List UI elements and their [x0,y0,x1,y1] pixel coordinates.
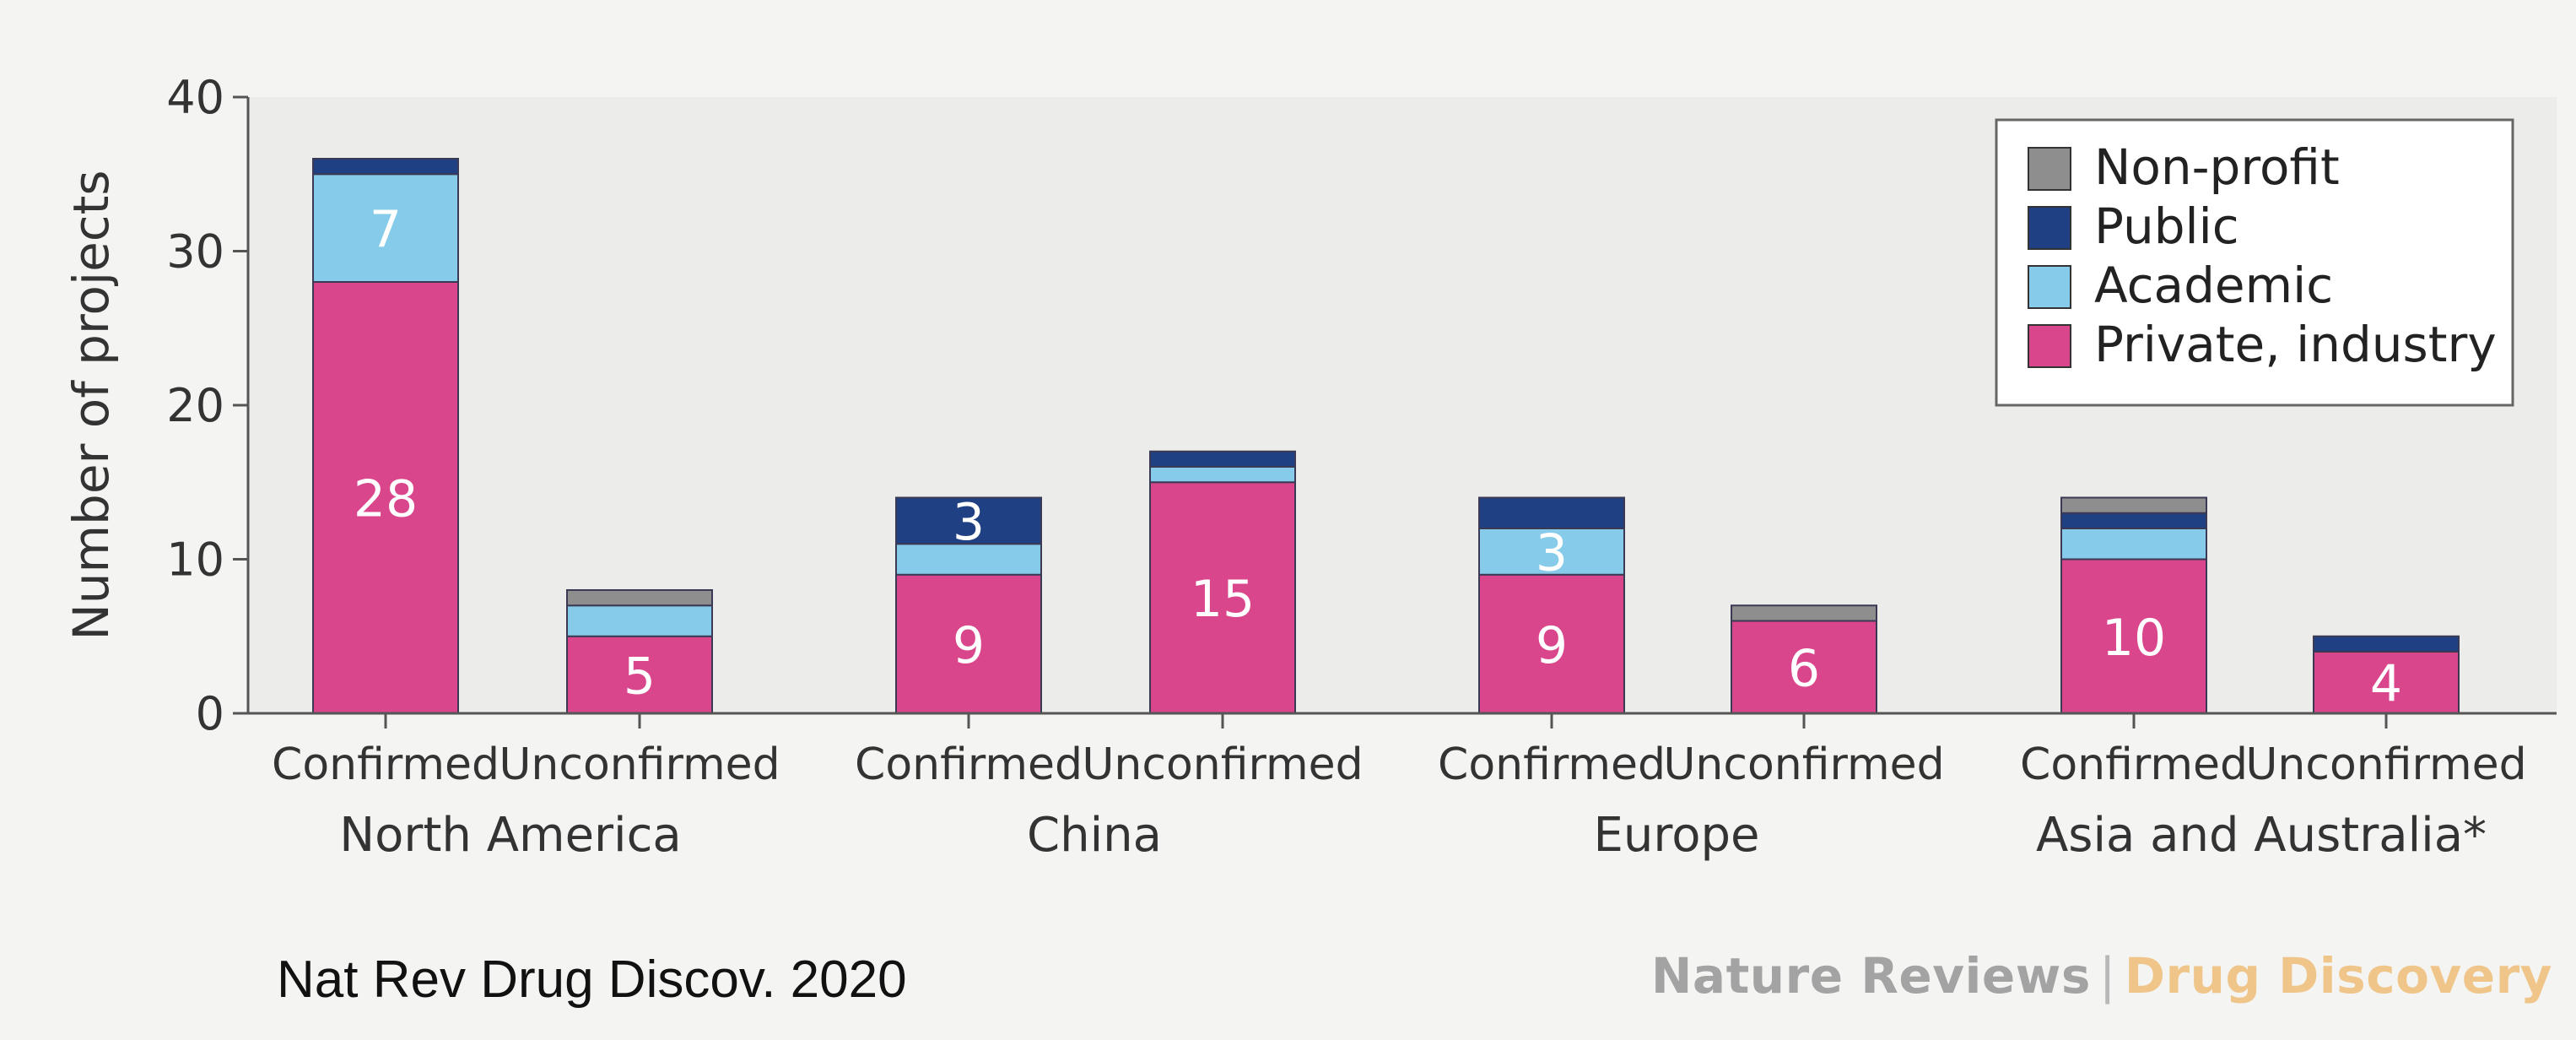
bar-value-label: 3 [1536,523,1568,582]
bar-segment-public [2313,635,2460,653]
legend-label: Private, industry [2094,316,2497,373]
legend-swatch-academic [2028,265,2071,309]
legend-label: Non-profit [2094,138,2340,196]
x-tick-label: Unconfirmed [1082,739,1363,790]
group-label: Asia and Australia* [2036,808,2487,863]
legend-swatch-private-industry [2028,324,2071,368]
bar-segment-private-industry [2313,651,2460,714]
bar-stack: 6 [1731,604,1877,714]
bar-value-label: 10 [2102,609,2166,668]
bar-segment-academic [1149,466,1296,484]
bar-value-label: 6 [1788,639,1820,698]
bar-segment-non-profit [566,589,713,607]
bar-segment-academic [566,604,713,637]
x-tick-label: Confirmed [855,739,1083,790]
bar-value-label: 9 [1536,616,1568,675]
y-tick-label: 0 [196,687,224,740]
brand-part-2: Drug Discovery [2124,947,2552,1005]
x-tick-label: Unconfirmed [499,739,780,790]
brand-part-1: Nature Reviews [1650,947,2091,1005]
y-tick-label: 20 [166,379,224,432]
bar-segment-public [1478,496,1625,529]
bar-segment-non-profit [2060,496,2207,514]
group-label: North America [339,808,681,863]
bar-segment-non-profit [1731,604,1877,622]
bar-stack: 28 7 [312,158,459,714]
bar-segment-private-industry [2060,558,2207,714]
bar-segment-private-industry [1731,620,1877,714]
group-label: Europe [1594,808,1760,863]
bar-segment-private-industry [1149,481,1296,714]
bar-segment-academic [312,173,459,283]
legend-label: Academic [2094,257,2333,314]
bar-value-label: 3 [953,493,985,552]
y-tick-label: 30 [166,225,224,279]
x-tick-label: Confirmed [2020,739,2248,790]
bar-stack: 5 [566,589,713,714]
bar-segment-academic [1478,528,1625,576]
bar-segment-private-industry [1478,573,1625,714]
x-tick-label: Unconfirmed [1663,739,1944,790]
brand-separator: | [2098,947,2116,1005]
bar-stack: 93 [1478,496,1625,714]
bar-segment-public [2060,512,2207,529]
legend-swatch-non-profit [2028,147,2071,191]
x-tick-label: Confirmed [272,739,500,790]
bar-segment-private-industry [895,573,1042,714]
bar-stack: 93 [895,493,1042,714]
bar-segment-public [1149,450,1296,468]
brand-credit: Nature Reviews | Drug Discovery [1651,947,2552,1005]
y-tick-label: 40 [166,71,224,124]
bar-segment-public [312,158,459,176]
bar-segment-public [895,496,1042,545]
bar-value-label: 28 [354,470,418,529]
bar-value-label: 15 [1191,570,1255,629]
bar-value-label: 7 [370,200,402,259]
bar-segment-private-industry [312,281,459,714]
legend-label: Public [2094,198,2239,255]
legend-swatch-public [2028,206,2071,250]
y-tick-label: 10 [166,534,224,587]
bar-stack: 15 [1149,450,1296,714]
y-axis-title: Number of projects [62,170,120,640]
bar-value-label: 5 [624,647,656,706]
bar-stack: 4 [2313,635,2460,714]
bar-stack: 10 [2060,496,2207,714]
bar-value-label: 4 [2370,655,2402,714]
legend-box [1995,118,2514,407]
bar-segment-academic [895,543,1042,576]
x-tick-label: Confirmed [1438,739,1666,790]
group-label: China [1027,808,1162,863]
bar-segment-academic [2060,528,2207,561]
bar-value-label: 9 [953,616,985,675]
source-note: Nat Rev Drug Discov. 2020 [277,951,907,1009]
x-tick-label: Unconfirmed [2245,739,2526,790]
